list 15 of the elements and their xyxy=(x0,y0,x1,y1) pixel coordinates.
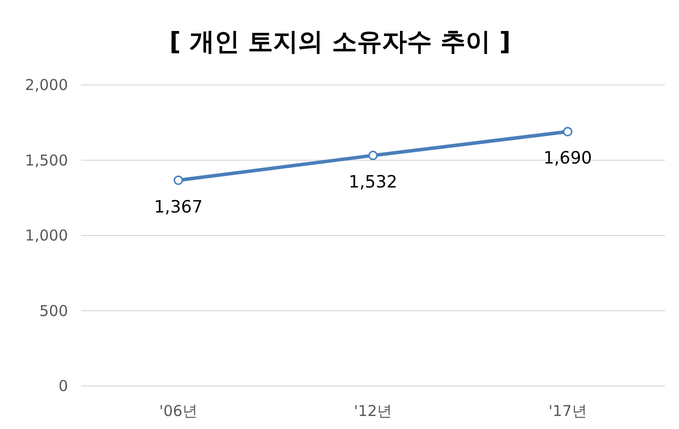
point xyxy=(174,176,184,186)
x-tick-label: '17년 xyxy=(548,402,587,420)
point xyxy=(368,150,378,160)
chart-title: [ 개인 토지의 소유자수 추이 ] xyxy=(169,27,511,56)
x-tick-label: '12년 xyxy=(354,402,392,420)
y-tick-label: 0 xyxy=(58,377,68,395)
x-tick-label: '06년 xyxy=(159,402,198,420)
point xyxy=(562,126,572,136)
y-tick-label: 1,000 xyxy=(25,226,68,244)
data-label: 1,367 xyxy=(154,197,203,218)
y-tick-label: 500 xyxy=(39,302,68,320)
y-tick-label: 2,000 xyxy=(25,76,68,94)
data-label: 1,690 xyxy=(543,148,592,169)
data-label: 1,532 xyxy=(348,172,398,192)
y-tick-label: 1,500 xyxy=(25,151,68,170)
